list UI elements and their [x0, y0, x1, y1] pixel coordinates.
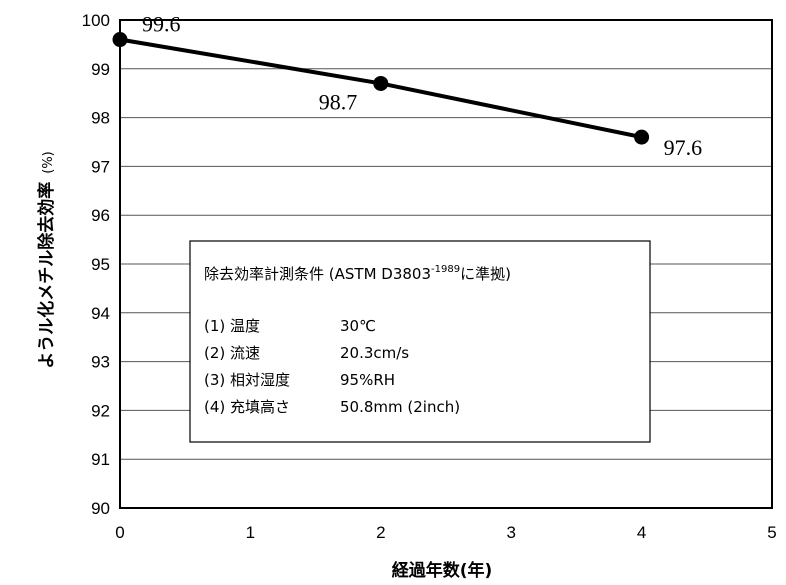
data-point — [373, 75, 389, 91]
y-tick-label: 91 — [91, 450, 110, 469]
conditions-box: 除去効率計測条件 (ASTM D3803-1989に準拠) (1) 温度 30℃(… — [189, 240, 651, 443]
conditions-row-value: 95%RH — [340, 371, 395, 389]
y-tick-label: 95 — [91, 255, 110, 274]
x-tick-label: 5 — [767, 523, 776, 542]
y-axis-label-unit: (%) — [41, 151, 56, 174]
data-point — [112, 32, 128, 48]
y-tick-label: 100 — [82, 11, 110, 30]
x-tick-label: 0 — [115, 523, 124, 542]
plot-frame — [119, 19, 773, 509]
y-axis-ticks: 90 91 92 93 94 95 96 97 98 99 100 — [82, 11, 110, 518]
x-tick-label: 1 — [246, 523, 255, 542]
conditions-row-label: (1) 温度 — [204, 317, 260, 335]
data-label: 97.6 — [664, 135, 703, 160]
conditions-row-label: (2) 流速 — [204, 344, 260, 362]
conditions-heading: 除去効率計測条件 (ASTM D3803-1989に準拠) — [204, 264, 511, 283]
y-tick-label: 90 — [91, 499, 110, 518]
conditions-row-value: 20.3cm/s — [340, 344, 409, 362]
conditions-heading-main: 除去効率計測条件 (ASTM D3803 — [204, 265, 431, 283]
y-tick-label: 94 — [91, 304, 110, 323]
x-axis-ticks: 0 1 2 3 4 5 — [115, 523, 776, 542]
series-layer: 99.6 98.7 97.6 — [112, 12, 703, 160]
conditions-heading-sup: -1989 — [431, 264, 460, 275]
conditions-heading-end: に準拠) — [460, 265, 511, 283]
conditions-row-label: (4) 充填高さ — [204, 398, 290, 416]
y-axis-label: ようル化メチル除去効率 (%) — [36, 151, 57, 369]
conditions-row-value: 30℃ — [340, 317, 376, 335]
y-tick-label: 92 — [91, 401, 110, 420]
data-label: 99.6 — [142, 12, 181, 37]
y-axis-label-main: ようル化メチル除去効率 — [36, 182, 57, 369]
y-tick-label: 98 — [91, 109, 110, 128]
x-tick-label: 3 — [506, 523, 515, 542]
y-tick-label: 93 — [91, 353, 110, 372]
conditions-row-label: (3) 相対湿度 — [204, 371, 290, 389]
data-point — [634, 129, 650, 145]
conditions-rows: (1) 温度 30℃ (2) 流速 20.3cm/s (3) 相対湿度 95%RH (4) … — [204, 317, 460, 416]
y-tick-label: 96 — [91, 206, 110, 225]
x-tick-label: 4 — [637, 523, 646, 542]
y-tick-label: 97 — [91, 157, 110, 176]
x-tick-label: 2 — [376, 523, 385, 542]
conditions-row-value: 50.8mm (2inch) — [340, 398, 460, 416]
conditions-box-frame — [189, 240, 651, 443]
x-axis-label: 経過年数(年) — [392, 560, 493, 581]
data-label: 98.7 — [319, 89, 358, 114]
y-tick-label: 99 — [91, 60, 110, 79]
